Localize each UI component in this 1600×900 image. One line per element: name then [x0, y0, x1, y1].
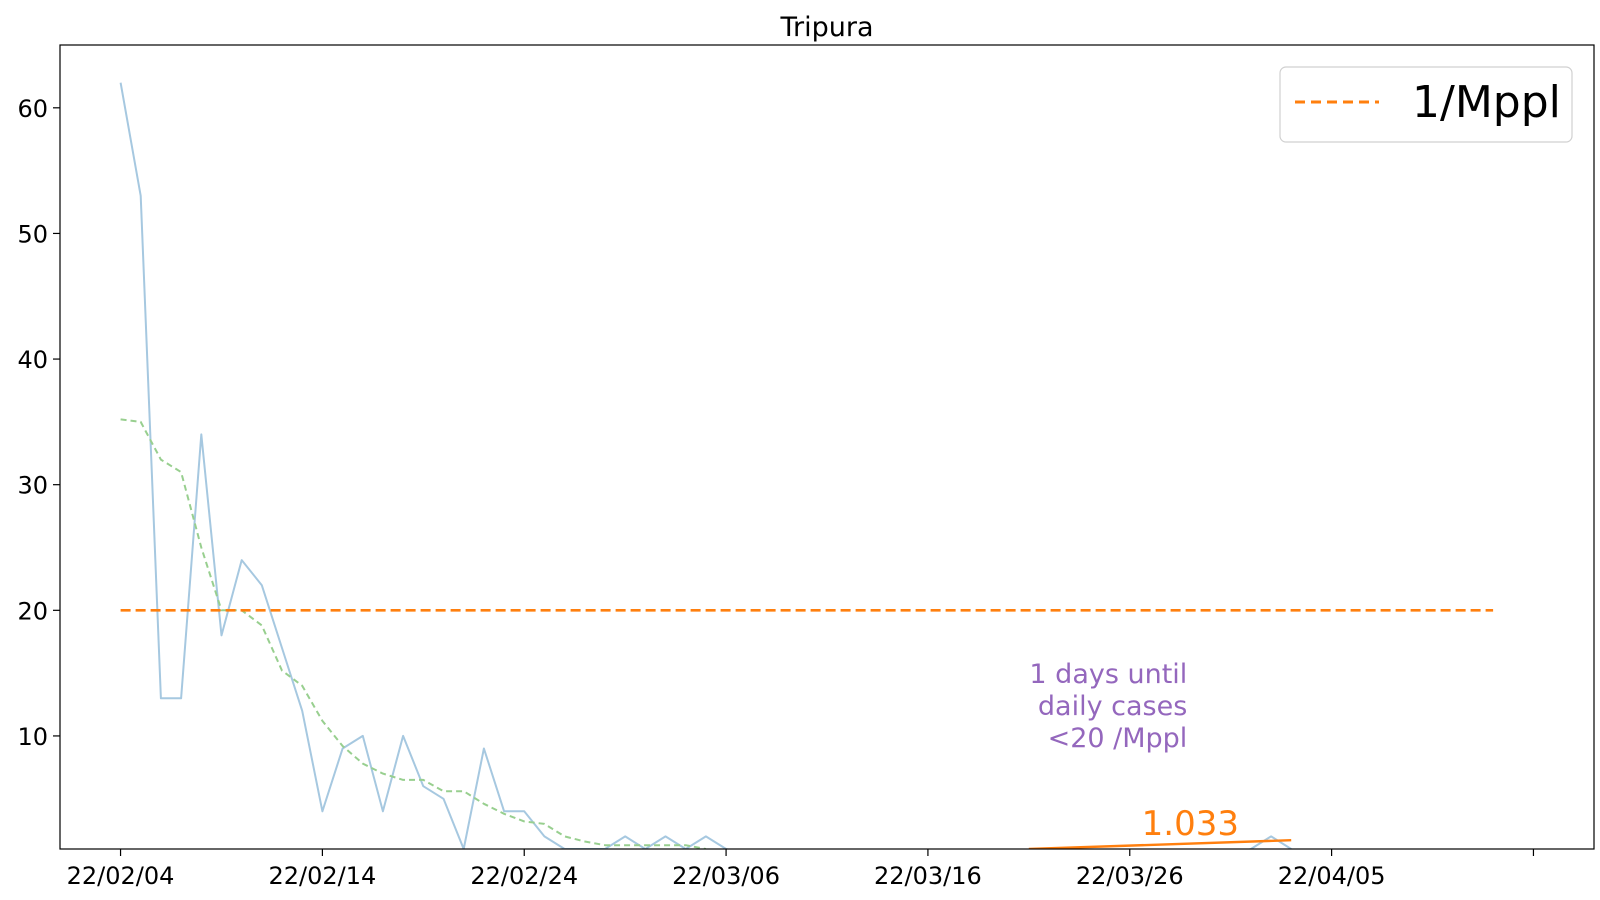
legend[interactable]: 1/Mppl [1279, 66, 1573, 143]
legend-label: 1/Mppl [1412, 77, 1561, 128]
series-line-1 [120, 418, 707, 849]
series-line-3 [1028, 839, 1292, 849]
series-line-0 [119, 82, 1292, 849]
y-tick-label: 60 [17, 95, 48, 123]
legend-box [1279, 66, 1573, 143]
plot-frame [59, 44, 1595, 850]
x-tick-label: 22/03/06 [672, 862, 780, 890]
y-tick-label: 50 [17, 220, 48, 248]
y-tick-label: 20 [17, 597, 48, 625]
y-tick-label: 10 [17, 723, 48, 751]
y-tick-label: 40 [17, 346, 48, 374]
rt-value-label: 1.033 [1142, 804, 1239, 844]
x-tick-label: 22/02/24 [470, 862, 578, 890]
x-tick-label: 22/04/05 [1278, 862, 1386, 890]
x-tick-label: 22/03/26 [1076, 862, 1184, 890]
y-axis: 10 20 30 40 50 60 [17, 95, 60, 751]
plot-area [119, 82, 1494, 849]
x-tick-label: 22/02/04 [67, 862, 175, 890]
x-axis: 22/02/04 22/02/14 22/02/24 22/03/06 22/03/16… [67, 849, 1535, 890]
days-until-annotation: 1 days until daily cases <20 /Mppl [1029, 659, 1187, 754]
x-tick-label: 22/03/16 [874, 862, 982, 890]
annotations: 1 days until daily cases <20 /Mppl 1.033 [1029, 659, 1239, 844]
y-tick-label: 30 [17, 472, 48, 500]
chart-title: Tripura [779, 12, 873, 43]
x-tick-label: 22/02/14 [268, 862, 376, 890]
